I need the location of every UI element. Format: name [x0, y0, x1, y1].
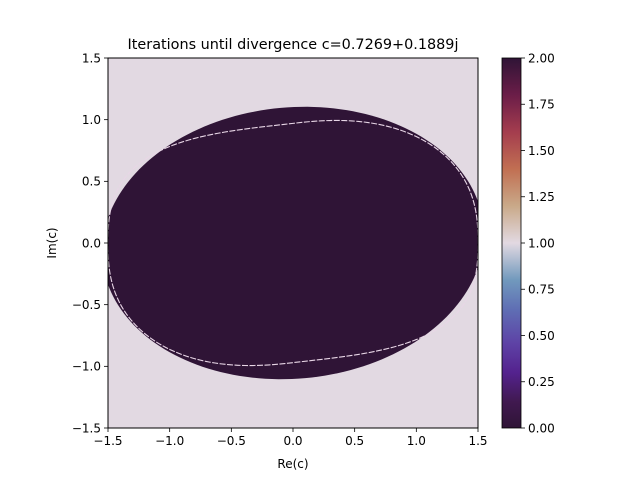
y-tick-label: 0.5 — [82, 175, 101, 189]
y-tick-label: −1.5 — [72, 421, 101, 435]
colorbar: 0.00 0.25 0.50 0.75 1.00 1.25 1.50 1.75 2.00 — [501, 51, 555, 435]
x-axis-ticks: −1.5 −1.0 −0.5 0.0 0.5 1.0 1.5 — [93, 428, 488, 448]
x-tick-label: −1.0 — [155, 434, 184, 448]
y-tick-label: −0.5 — [72, 298, 101, 312]
colorbar-tick-label: 0.75 — [528, 283, 555, 297]
y-axis-ticks: −1.5 −1.0 −0.5 0.0 0.5 1.0 1.5 — [72, 51, 108, 435]
y-axis-label: Im(c) — [45, 227, 59, 258]
colorbar-tick-label: 2.00 — [528, 51, 555, 65]
colorbar-gradient — [501, 57, 522, 429]
x-tick-label: 1.0 — [407, 434, 426, 448]
y-tick-label: 0.0 — [82, 236, 101, 250]
plot-area — [108, 58, 478, 428]
colorbar-tick-label: 1.75 — [528, 98, 555, 112]
y-tick-label: 1.5 — [82, 51, 101, 65]
colorbar-tick-label: 1.25 — [528, 190, 555, 204]
colorbar-tick-label: 0.25 — [528, 375, 555, 389]
filled-region — [108, 106, 478, 380]
chart-title: Iterations until divergence c=0.7269+0.1… — [128, 37, 459, 53]
colorbar-tick-label: 1.00 — [528, 236, 555, 250]
colorbar-tick-label: 0.00 — [528, 421, 555, 435]
colorbar-ticks: 0.00 0.25 0.50 0.75 1.00 1.25 1.50 1.75 2.00 — [521, 51, 555, 435]
colorbar-tick-label: 1.50 — [528, 144, 555, 158]
x-tick-label: 0.5 — [345, 434, 364, 448]
x-tick-label: −0.5 — [217, 434, 246, 448]
y-tick-label: 1.0 — [82, 113, 101, 127]
x-tick-label: −1.5 — [93, 434, 122, 448]
x-tick-label: 0.0 — [283, 434, 302, 448]
x-axis-label: Re(c) — [277, 457, 308, 471]
y-tick-label: −1.0 — [72, 360, 101, 374]
boundary-curve — [108, 119, 478, 367]
colorbar-tick-label: 0.50 — [528, 329, 555, 343]
x-tick-label: 1.5 — [468, 434, 487, 448]
